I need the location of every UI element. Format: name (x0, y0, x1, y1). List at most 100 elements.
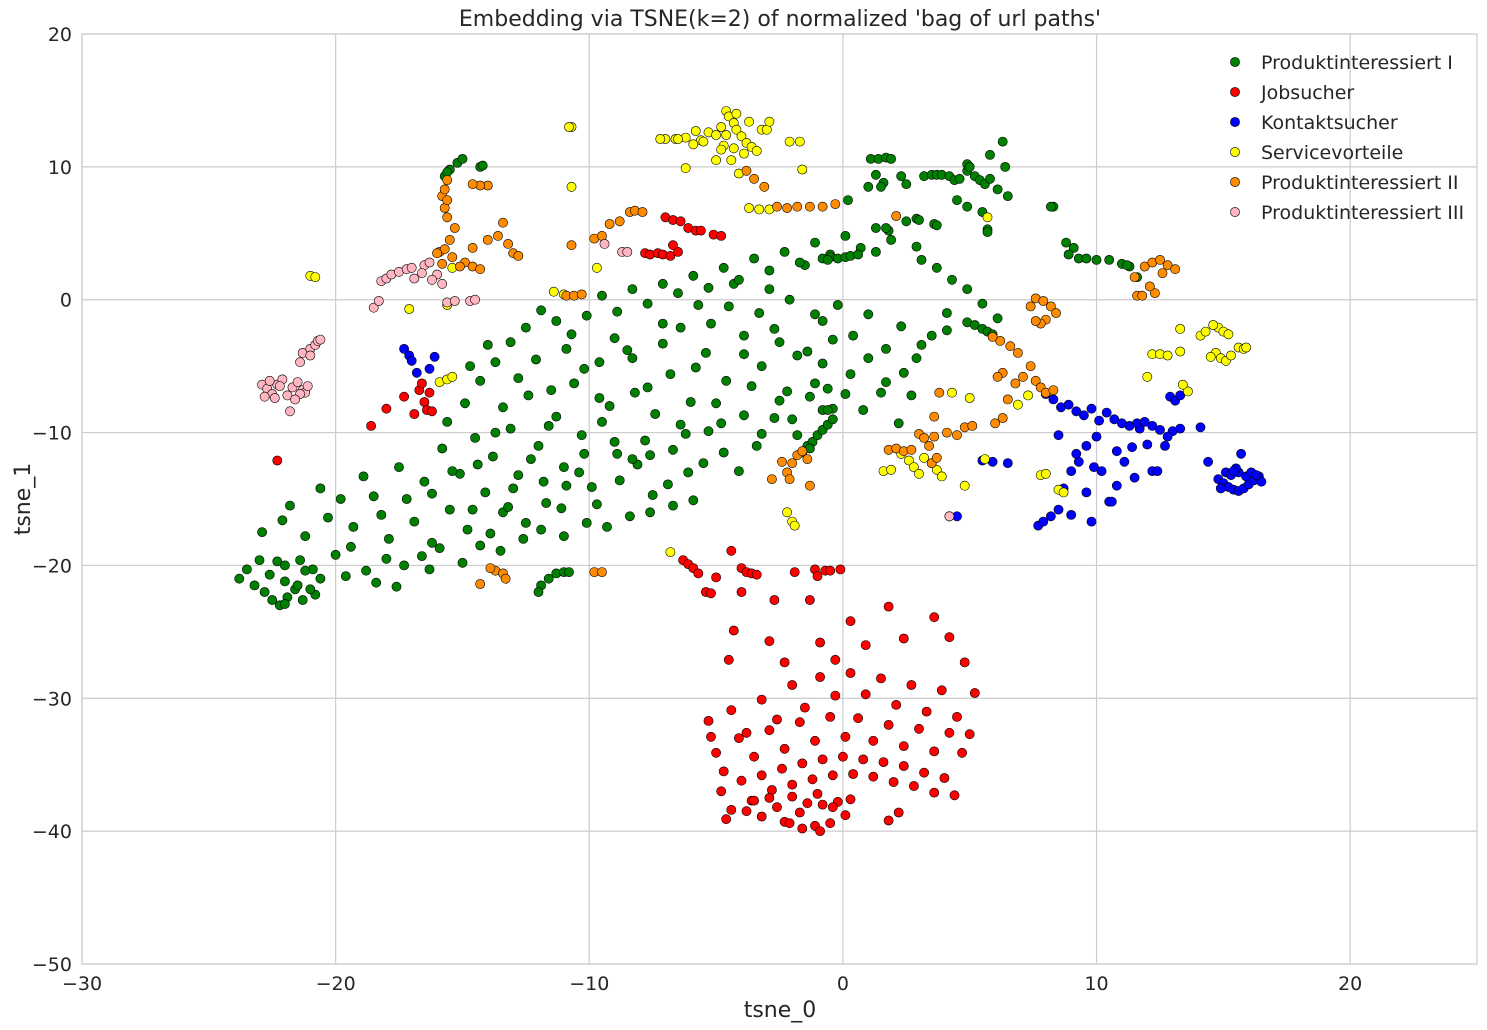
data-point (503, 502, 513, 512)
data-point (754, 308, 765, 318)
x-tick-label: 10 (1084, 973, 1108, 995)
data-point (249, 580, 260, 591)
data-point (447, 466, 458, 476)
data-point (457, 153, 468, 164)
data-point (1129, 272, 1140, 282)
data-point (1038, 296, 1049, 306)
data-point (936, 685, 947, 696)
data-point (919, 452, 929, 463)
data-point (513, 470, 524, 480)
data-point (254, 555, 265, 565)
data-point (1208, 320, 1219, 330)
data-point (782, 203, 792, 213)
data-point (784, 474, 795, 484)
data-point (957, 747, 967, 758)
data-point (622, 345, 633, 356)
data-point (467, 504, 478, 515)
data-point (579, 363, 590, 374)
data-point (777, 456, 787, 467)
data-point (282, 390, 293, 401)
data-point (868, 735, 879, 746)
data-point (815, 637, 825, 648)
data-point (787, 680, 798, 690)
data-point (751, 440, 762, 451)
data-point (1152, 466, 1163, 476)
data-point (419, 476, 430, 487)
data-point (893, 807, 904, 818)
data-point (1175, 323, 1186, 334)
data-point (848, 769, 858, 779)
data-point (495, 545, 506, 556)
data-point (921, 706, 932, 717)
data-point (597, 567, 607, 577)
data-point (931, 262, 942, 273)
data-point (881, 223, 891, 233)
data-point (787, 791, 798, 802)
data-point (706, 731, 716, 742)
data-point (1071, 406, 1082, 417)
data-point (906, 390, 917, 401)
data-point (523, 390, 534, 401)
data-point (794, 807, 805, 818)
data-point (561, 480, 572, 491)
data-point (992, 371, 1003, 382)
data-point (340, 571, 351, 581)
data-point (503, 238, 513, 249)
data-point (817, 201, 828, 212)
data-point (751, 145, 762, 156)
data-point (612, 448, 623, 459)
data-point (683, 467, 694, 478)
data-point (581, 310, 592, 321)
data-point (599, 238, 610, 249)
data-point (564, 122, 574, 132)
legend-marker (1230, 57, 1240, 67)
legend-entry: Servicevorteile (1261, 142, 1403, 164)
data-point (630, 387, 640, 398)
data-point (241, 564, 252, 575)
data-point (888, 777, 899, 787)
data-point (827, 334, 838, 345)
data-point (467, 179, 478, 189)
legend-marker (1230, 207, 1240, 217)
data-point (424, 564, 435, 575)
x-tick-label: −20 (316, 973, 356, 995)
data-point (1094, 415, 1104, 426)
data-point (406, 262, 417, 273)
data-point (1142, 439, 1153, 450)
data-point (279, 599, 290, 609)
data-point (594, 357, 605, 368)
data-point (690, 126, 701, 136)
x-tick-label: 0 (837, 973, 849, 995)
data-point (949, 790, 960, 801)
data-point (505, 423, 516, 434)
data-point (642, 382, 653, 393)
data-point (812, 789, 823, 799)
data-point (845, 616, 856, 627)
data-point (789, 520, 800, 531)
data-point (1139, 261, 1150, 272)
data-point (723, 301, 734, 312)
data-point (581, 518, 592, 528)
data-point (498, 402, 508, 413)
data-point (467, 242, 478, 253)
data-point (954, 173, 965, 184)
data-point (609, 333, 620, 344)
data-point (718, 262, 729, 273)
data-point (942, 325, 952, 336)
data-point (985, 173, 995, 184)
data-point (1053, 504, 1064, 515)
data-point (886, 153, 896, 164)
data-point (919, 767, 929, 778)
data-point (1175, 390, 1186, 401)
data-point (292, 580, 303, 591)
data-point (744, 116, 754, 127)
data-point (427, 488, 437, 499)
data-point (538, 476, 549, 487)
data-point (655, 134, 666, 144)
data-point (406, 355, 417, 366)
data-point (482, 339, 493, 350)
data-point (1129, 472, 1140, 483)
data-point (863, 353, 874, 364)
data-point (602, 522, 612, 532)
data-point (475, 264, 486, 275)
